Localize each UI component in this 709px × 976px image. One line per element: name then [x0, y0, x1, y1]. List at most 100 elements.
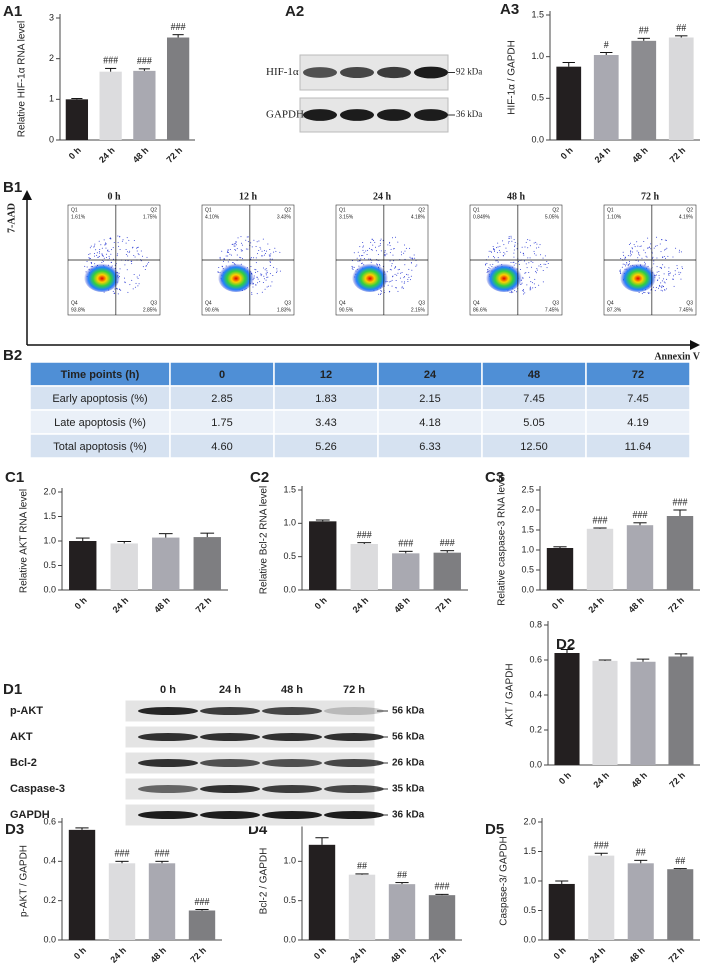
quadrant-percent: 7.45%: [545, 307, 560, 313]
dot: [656, 279, 658, 281]
dot: [370, 241, 372, 243]
dot: [396, 274, 398, 276]
dot: [138, 283, 140, 285]
dot: [253, 257, 255, 259]
dot: [643, 241, 645, 243]
dot: [547, 263, 549, 265]
dot: [521, 282, 523, 284]
dot: [234, 245, 236, 247]
dot: [398, 268, 400, 270]
dot: [391, 285, 393, 287]
blot-band: [324, 707, 384, 715]
dot: [524, 272, 526, 274]
dot: [657, 287, 659, 289]
table-header: Time points (h): [61, 369, 140, 381]
dot: [89, 247, 91, 249]
dot: [126, 237, 128, 239]
error-bar: [357, 542, 372, 544]
dot: [241, 242, 243, 244]
panel-label: C2: [250, 469, 269, 486]
error-bar: [633, 522, 647, 526]
bar: [110, 543, 138, 590]
table-cell: [169, 385, 275, 411]
dot: [516, 291, 518, 293]
dot: [655, 245, 657, 247]
dot: [239, 256, 241, 258]
dot: [227, 255, 229, 257]
dot: [392, 254, 394, 256]
dot: [266, 272, 268, 274]
dot: [274, 247, 276, 249]
dot: [535, 272, 537, 274]
dot: [514, 246, 516, 248]
blot-band: [340, 67, 374, 78]
dot: [229, 249, 231, 251]
dot: [108, 257, 110, 259]
dot: [268, 254, 270, 256]
dot: [86, 260, 88, 262]
dot: [273, 266, 275, 268]
significance: ###: [171, 22, 186, 33]
dot: [358, 260, 360, 262]
dot: [390, 269, 392, 271]
dot: [253, 239, 255, 241]
dot: [632, 251, 634, 253]
dot: [676, 265, 678, 267]
x-arrow-head: [690, 340, 700, 350]
dot: [530, 266, 532, 268]
bar: [626, 525, 654, 590]
dot: [624, 263, 626, 265]
dot: [668, 267, 670, 269]
dot: [409, 256, 411, 258]
quadrant-name: Q4: [339, 300, 346, 306]
dot: [656, 245, 658, 247]
y-tick-label: 0.2: [43, 895, 56, 905]
dot: [414, 257, 416, 259]
dot: [400, 272, 402, 274]
blot-band: [414, 66, 448, 79]
dot: [374, 246, 376, 248]
bar: [428, 895, 456, 940]
dot: [229, 253, 231, 255]
quadrant-name: Q2: [552, 207, 559, 213]
dot: [241, 258, 243, 260]
dot: [679, 249, 681, 251]
dot: [364, 258, 366, 260]
dot: [521, 246, 523, 248]
dot: [250, 257, 252, 259]
dot: [379, 294, 381, 296]
dot: [145, 265, 147, 267]
dot: [387, 284, 389, 286]
dot: [275, 250, 277, 252]
dot: [374, 241, 376, 243]
dot: [395, 287, 397, 289]
dot: [270, 285, 272, 287]
dot: [353, 266, 355, 268]
dot: [219, 256, 221, 258]
dot: [261, 255, 263, 257]
blot-band: [303, 109, 337, 121]
bar: [188, 910, 216, 940]
dot: [664, 282, 666, 284]
dot: [672, 278, 674, 280]
dot: [98, 240, 100, 242]
dot: [488, 267, 490, 269]
dot: [516, 248, 518, 250]
dot: [531, 282, 533, 284]
significance: ###: [673, 497, 688, 508]
y-axis-label: Bcl-2 / GAPDH: [259, 848, 270, 915]
dot: [651, 257, 653, 259]
blot-band: [262, 811, 322, 819]
dot: [266, 286, 268, 288]
dot: [624, 258, 626, 260]
error-bar: [398, 550, 413, 554]
table-cell-text: 1.83: [315, 393, 336, 405]
dot: [497, 261, 499, 263]
dot: [663, 289, 665, 291]
dot: [631, 247, 633, 249]
dot: [644, 291, 646, 293]
dot: [245, 239, 247, 241]
dot: [395, 279, 397, 281]
dot: [623, 254, 625, 256]
dot: [527, 239, 529, 241]
